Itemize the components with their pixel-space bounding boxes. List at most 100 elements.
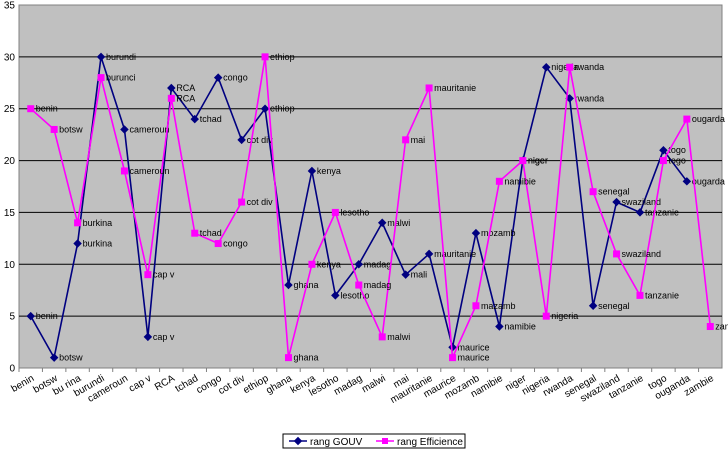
data-label: mozamb: [481, 228, 516, 238]
data-label: botsw: [59, 124, 83, 134]
data-point-marker: [331, 208, 339, 216]
data-point-marker: [191, 229, 199, 237]
data-point-marker: [167, 83, 176, 93]
data-point-marker: [96, 52, 106, 62]
data-point-marker: [636, 291, 644, 299]
data-label: madag: [364, 259, 392, 269]
x-tick-label: benin: [10, 373, 37, 395]
data-label: ethiop: [270, 104, 295, 114]
data-point-marker: [566, 63, 574, 71]
data-label: benin: [36, 104, 58, 114]
data-label: maurice: [458, 353, 490, 363]
data-point-marker: [307, 166, 317, 176]
data-point-marker: [449, 354, 457, 362]
data-label: burkina: [83, 239, 113, 249]
data-label: niger: [528, 156, 548, 166]
legend-label-gouv: rang GOUV: [310, 437, 363, 448]
data-point-marker: [495, 177, 503, 185]
data-point-marker: [120, 167, 128, 175]
data-label: burundi: [106, 52, 136, 62]
data-point-marker: [49, 353, 59, 362]
data-point-marker: [402, 136, 410, 144]
y-tick-label: 35: [4, 1, 16, 12]
data-label: RCA: [176, 83, 195, 93]
data-point-marker: [424, 249, 434, 259]
data-point-marker: [190, 114, 199, 124]
data-label: tanzanie: [645, 290, 679, 300]
y-axis-ticks: 0 5 10 15 20 25 30 35: [4, 1, 16, 375]
data-point-marker: [354, 260, 364, 269]
data-point-marker: [519, 157, 527, 165]
data-label: cameroun: [129, 166, 169, 176]
data-label: congo: [223, 239, 248, 249]
data-point-marker: [471, 228, 481, 238]
data-point-marker: [308, 260, 316, 268]
plot-area: [18, 4, 723, 369]
data-label: lesotho: [340, 290, 369, 300]
data-label: senegal: [598, 301, 630, 311]
data-label: tchad: [200, 228, 222, 238]
data-label: togo: [668, 145, 686, 155]
data-point-marker: [284, 280, 293, 290]
data-label: namibie: [504, 176, 536, 186]
data-label: ethiop: [270, 52, 295, 62]
data-label: tanzanie: [645, 207, 679, 217]
data-point-marker: [448, 343, 457, 352]
y-tick-label: 30: [4, 52, 16, 63]
data-label: maurice: [458, 342, 490, 352]
data-point-marker: [542, 312, 550, 320]
data-label: malwi: [387, 218, 410, 228]
data-label: cameroun: [129, 124, 169, 134]
data-point-marker: [659, 157, 667, 165]
data-label: mali: [411, 270, 428, 280]
x-tick-label: malwi: [360, 373, 388, 395]
data-label: swaziland: [622, 249, 662, 259]
data-label: tchad: [200, 114, 222, 124]
y-tick-label: 0: [9, 364, 15, 375]
data-point-marker: [74, 219, 82, 227]
data-point-marker: [261, 53, 269, 61]
gridlines: [19, 56, 722, 317]
data-point-marker: [425, 84, 433, 92]
data-label: malwi: [387, 332, 410, 342]
data-point-marker: [213, 73, 223, 82]
x-tick-label: RCA: [153, 373, 177, 393]
x-tick-label: tchad: [174, 373, 201, 395]
data-point-marker: [120, 125, 129, 134]
data-point-marker: [355, 281, 363, 289]
data-point-marker: [167, 94, 175, 102]
y-tick-label: 20: [4, 156, 16, 167]
data-point-marker: [237, 135, 246, 145]
data-label: ghana: [293, 353, 318, 363]
data-label: mai: [411, 135, 426, 145]
data-point-marker: [401, 270, 410, 279]
data-point-marker: [331, 291, 340, 300]
data-label: zambie: [715, 322, 728, 332]
data-label: nigeria: [551, 62, 578, 72]
data-label: kenya: [317, 166, 341, 176]
data-label: madag: [364, 280, 392, 290]
data-label: cap v: [153, 270, 175, 280]
data-point-marker: [73, 239, 82, 248]
data-label: benin: [36, 311, 58, 321]
data-label: burkina: [83, 218, 113, 228]
legend-label-efficience: rang Efficience: [397, 437, 463, 448]
data-label: botsw: [59, 353, 83, 363]
data-point-marker: [706, 323, 714, 331]
data-label: congo: [223, 73, 248, 83]
x-tick-label: cap v: [127, 373, 153, 394]
data-point-marker: [97, 74, 105, 82]
y-tick-label: 25: [4, 104, 16, 115]
data-label: cap v: [153, 332, 175, 342]
data-label: niger: [528, 156, 548, 166]
data-point-marker: [613, 250, 621, 258]
data-point-marker: [284, 354, 292, 362]
data-label: nigeria: [551, 311, 578, 321]
data-point-marker: [26, 311, 35, 321]
data-label: kenya: [317, 259, 341, 269]
